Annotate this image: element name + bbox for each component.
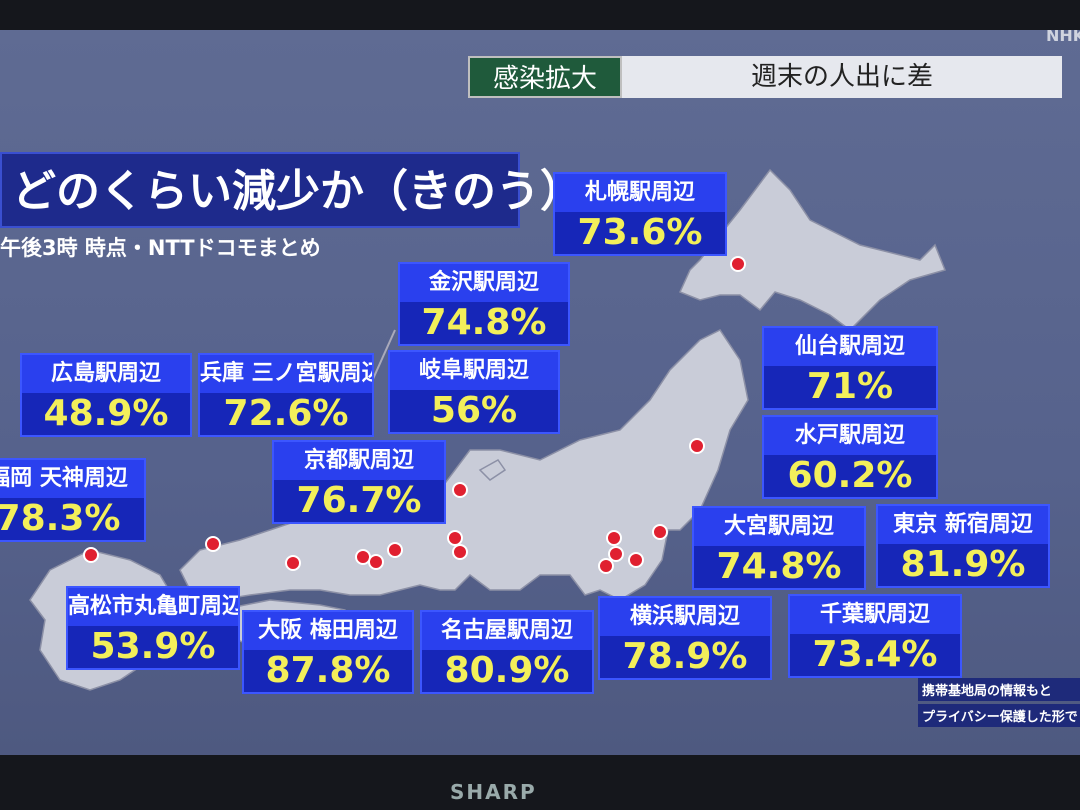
station-name: 千葉駅周辺 bbox=[790, 596, 960, 634]
station-dot bbox=[689, 438, 705, 454]
station-dot bbox=[447, 530, 463, 546]
screen: NHK 感染拡大 週末の人出に差 どのくらい減少か（きのう） 午後3時 時点・N… bbox=[0, 30, 1080, 755]
station-name: 札幌駅周辺 bbox=[555, 174, 725, 212]
station-dot bbox=[355, 549, 371, 565]
station-dot bbox=[452, 482, 468, 498]
footnote-line: 携帯基地局の情報もと bbox=[918, 678, 1080, 701]
station-label: 仙台駅周辺 71% bbox=[762, 326, 938, 410]
headline: 週末の人出に差 bbox=[622, 56, 1062, 98]
station-dot bbox=[730, 256, 746, 272]
station-value: 78.3% bbox=[0, 498, 144, 540]
station-label: 岐阜駅周辺 56% bbox=[388, 350, 560, 434]
footnote: 携帯基地局の情報もと プライバシー保護した形で bbox=[918, 678, 1080, 730]
station-name: 名古屋駅周辺 bbox=[422, 612, 592, 650]
station-dot bbox=[652, 524, 668, 540]
station-name: 東京 新宿周辺 bbox=[878, 506, 1048, 544]
station-value: 80.9% bbox=[422, 650, 592, 692]
station-name: 福岡 天神周辺 bbox=[0, 460, 144, 498]
station-value: 76.7% bbox=[274, 480, 444, 522]
station-value: 72.6% bbox=[200, 393, 372, 435]
station-dot bbox=[368, 554, 384, 570]
station-name: 水戸駅周辺 bbox=[764, 417, 936, 455]
station-name: 大宮駅周辺 bbox=[694, 508, 864, 546]
station-value: 60.2% bbox=[764, 455, 936, 497]
station-value: 71% bbox=[764, 366, 936, 408]
station-dot bbox=[285, 555, 301, 571]
station-label: 福岡 天神周辺 78.3% bbox=[0, 458, 146, 542]
topic-tag: 感染拡大 bbox=[468, 56, 622, 98]
station-value: 74.8% bbox=[400, 302, 568, 344]
station-dot bbox=[608, 546, 624, 562]
station-label: 水戸駅周辺 60.2% bbox=[762, 415, 938, 499]
station-label: 千葉駅周辺 73.4% bbox=[788, 594, 962, 678]
station-name: 京都駅周辺 bbox=[274, 442, 444, 480]
station-label: 京都駅周辺 76.7% bbox=[272, 440, 446, 524]
station-value: 48.9% bbox=[22, 393, 190, 435]
title: どのくらい減少か（きのう） bbox=[0, 152, 584, 228]
station-label: 大阪 梅田周辺 87.8% bbox=[242, 610, 414, 694]
station-name: 広島駅周辺 bbox=[22, 355, 190, 393]
station-label: 大宮駅周辺 74.8% bbox=[692, 506, 866, 590]
station-dot bbox=[387, 542, 403, 558]
station-label: 兵庫 三ノ宮駅周辺 72.6% bbox=[198, 353, 374, 437]
station-dot bbox=[598, 558, 614, 574]
station-value: 78.9% bbox=[600, 636, 770, 678]
channel-logo: NHK bbox=[1046, 30, 1080, 45]
tv-brand: SHARP bbox=[450, 780, 537, 804]
station-name: 岐阜駅周辺 bbox=[390, 352, 558, 390]
station-dot bbox=[628, 552, 644, 568]
station-label: 金沢駅周辺 74.8% bbox=[398, 262, 570, 346]
subtitle: 午後3時 時点・NTTドコモまとめ bbox=[0, 236, 321, 260]
station-label: 広島駅周辺 48.9% bbox=[20, 353, 192, 437]
honshu bbox=[179, 329, 749, 601]
station-value: 87.8% bbox=[244, 650, 412, 692]
station-value: 81.9% bbox=[878, 544, 1048, 586]
station-value: 56% bbox=[390, 390, 558, 432]
station-label: 高松市丸亀町周辺 53.9% bbox=[66, 586, 240, 670]
station-name: 高松市丸亀町周辺 bbox=[68, 588, 238, 626]
station-label: 名古屋駅周辺 80.9% bbox=[420, 610, 594, 694]
sado bbox=[478, 459, 507, 481]
station-name: 兵庫 三ノ宮駅周辺 bbox=[200, 355, 372, 393]
station-dot bbox=[606, 530, 622, 546]
hokkaido bbox=[678, 168, 947, 331]
footnote-line: プライバシー保護した形で bbox=[918, 704, 1080, 727]
station-label: 札幌駅周辺 73.6% bbox=[553, 172, 727, 256]
station-value: 74.8% bbox=[694, 546, 864, 588]
station-name: 金沢駅周辺 bbox=[400, 264, 568, 302]
station-value: 73.6% bbox=[555, 212, 725, 254]
station-dot bbox=[205, 536, 221, 552]
station-dot bbox=[452, 544, 468, 560]
station-dot bbox=[83, 547, 99, 563]
station-name: 仙台駅周辺 bbox=[764, 328, 936, 366]
station-name: 大阪 梅田周辺 bbox=[244, 612, 412, 650]
station-value: 53.9% bbox=[68, 626, 238, 668]
station-name: 横浜駅周辺 bbox=[600, 598, 770, 636]
station-label: 横浜駅周辺 78.9% bbox=[598, 596, 772, 680]
station-label: 東京 新宿周辺 81.9% bbox=[876, 504, 1050, 588]
station-value: 73.4% bbox=[790, 634, 960, 676]
